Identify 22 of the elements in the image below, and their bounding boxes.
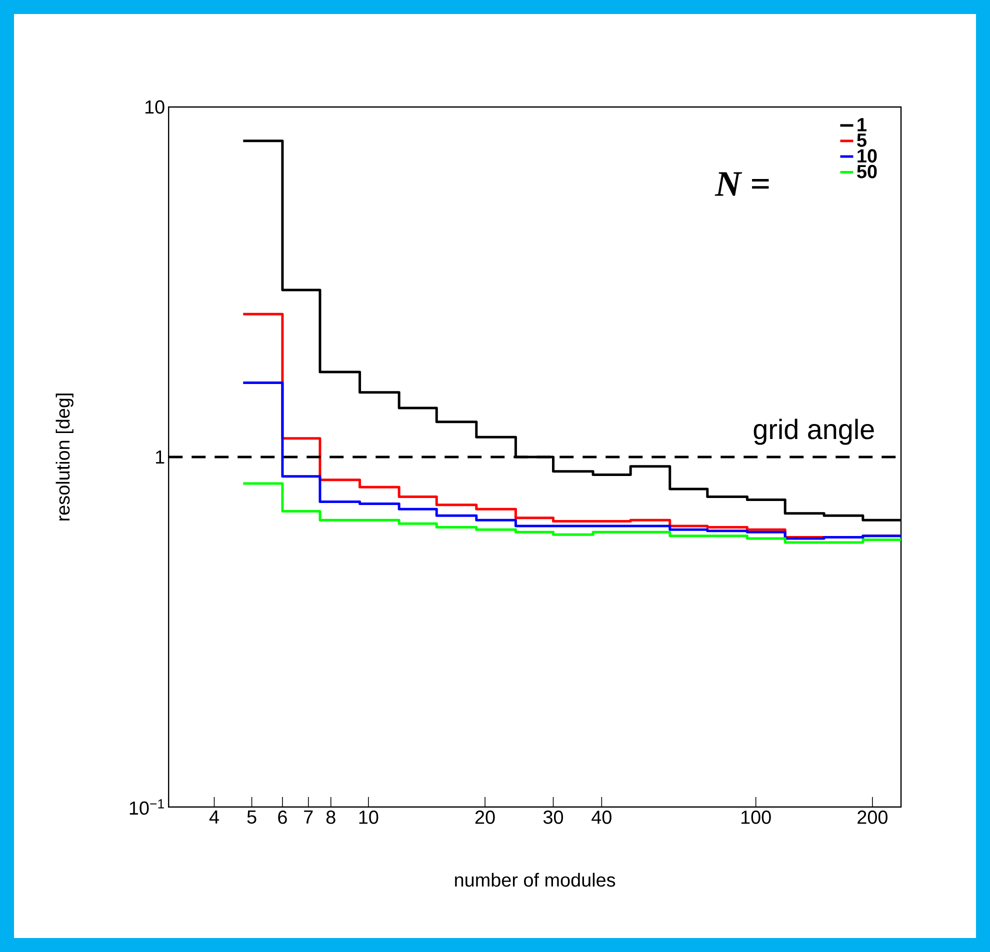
x-tick-label: 7 <box>304 810 313 824</box>
x-tick-label: 100 <box>741 810 771 824</box>
x-tick-label: 6 <box>278 810 287 824</box>
y-tick-label: 1 <box>156 450 164 464</box>
y-tick-label: 10$^{−1}$ <box>130 799 164 815</box>
legend-label: 10 <box>858 149 877 163</box>
x-tick-label: 8 <box>326 810 336 824</box>
x-tick-label: 20 <box>475 810 495 824</box>
legend-label: 5 <box>857 134 866 147</box>
y-tick-label: 10 <box>145 100 164 114</box>
x-tick-label: 10 <box>359 810 378 824</box>
x-tick-label: 200 <box>858 810 888 824</box>
ref-line-label: grid angle <box>754 418 874 445</box>
x-axis-title: number of modules <box>455 872 616 887</box>
x-tick-label: 30 <box>543 810 564 824</box>
y-axis-title: resolution [deg] <box>56 394 74 520</box>
x-tick-label: 4 <box>209 810 219 824</box>
legend-label: 1 <box>858 118 866 132</box>
legend-title: N = <box>714 172 769 196</box>
x-tick-label: 40 <box>592 810 612 824</box>
x-tick-label: 5 <box>247 810 256 824</box>
legend-label: 50 <box>857 164 877 178</box>
